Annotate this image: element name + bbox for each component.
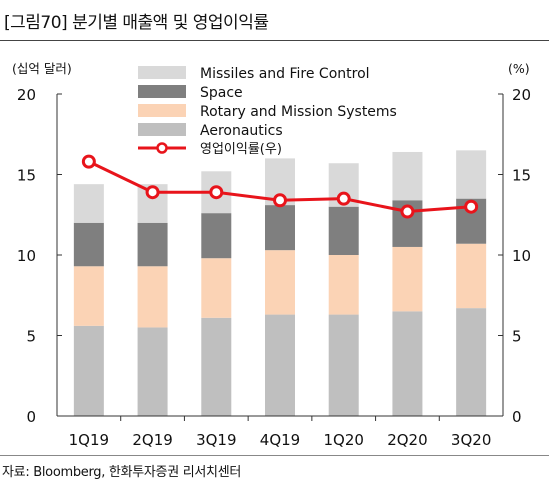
x-axis-tick-label: 1Q20 bbox=[323, 431, 363, 449]
left-axis-unit-label: (십억 달러) bbox=[12, 61, 72, 76]
bar-segment bbox=[201, 213, 232, 259]
bar-segment bbox=[201, 258, 232, 318]
bar-segment bbox=[73, 222, 104, 267]
left-axis-tick-label: 15 bbox=[17, 167, 36, 185]
legend-label: Space bbox=[200, 85, 243, 101]
bar-segment bbox=[73, 184, 104, 223]
x-axis-tick-label: 4Q19 bbox=[260, 431, 300, 449]
right-axis-tick-label: 20 bbox=[512, 86, 531, 104]
title-divider bbox=[0, 40, 549, 41]
right-axis-tick-label: 0 bbox=[512, 408, 522, 426]
bar-segment bbox=[265, 250, 295, 315]
x-axis-tick-label: 1Q19 bbox=[69, 431, 109, 449]
source-note: 자료: Bloomberg, 한화투자증권 리서치센터 bbox=[2, 465, 242, 480]
bar-segment bbox=[328, 206, 359, 255]
right-axis-tick-label: 15 bbox=[512, 167, 531, 185]
left-axis-tick-label: 20 bbox=[17, 86, 36, 104]
bar-segment bbox=[456, 308, 487, 416]
legend-line-marker bbox=[156, 142, 168, 154]
x-axis-tick-label: 2Q20 bbox=[387, 431, 427, 449]
bar-segment bbox=[265, 314, 295, 416]
operating-margin-point bbox=[273, 193, 287, 208]
left-axis-tick-label: 5 bbox=[26, 328, 36, 346]
bar-segment bbox=[73, 325, 104, 416]
operating-margin-point bbox=[145, 185, 160, 200]
bar-segment bbox=[392, 246, 423, 312]
bar-segment bbox=[201, 317, 232, 416]
bar-segment bbox=[137, 266, 168, 328]
legend-label: Missiles and Fire Control bbox=[200, 66, 370, 82]
operating-margin-point bbox=[464, 199, 479, 214]
bar-segment bbox=[137, 222, 168, 267]
bar-segment bbox=[456, 243, 487, 309]
bar-segment bbox=[392, 151, 423, 201]
chart-title: [그림70] 분기별 매출액 및 영업이익률 bbox=[4, 13, 269, 33]
operating-margin-point bbox=[400, 204, 415, 219]
bar-segment bbox=[73, 266, 104, 326]
right-axis-unit-label: (%) bbox=[508, 61, 530, 76]
bar-segment bbox=[328, 255, 359, 315]
right-axis-tick-label: 5 bbox=[512, 328, 522, 346]
bar-segment bbox=[456, 150, 487, 199]
operating-margin-point bbox=[336, 191, 351, 206]
legend-swatch bbox=[138, 66, 186, 79]
legend-swatch bbox=[138, 85, 186, 98]
legend-swatch bbox=[138, 123, 186, 136]
legend-label: Rotary and Mission Systems bbox=[200, 104, 397, 120]
operating-margin-point bbox=[209, 185, 224, 200]
x-axis-tick-label: 3Q20 bbox=[451, 431, 491, 449]
legend-label: 영업이익률(우) bbox=[200, 142, 282, 157]
bar-segment bbox=[137, 327, 168, 416]
legend-label: Aeronautics bbox=[200, 123, 283, 139]
bar-segment bbox=[392, 311, 423, 416]
left-axis-tick-label: 10 bbox=[17, 247, 36, 265]
left-axis-tick-label: 0 bbox=[26, 408, 36, 426]
bar-segment bbox=[265, 205, 295, 251]
legend-swatch bbox=[138, 104, 186, 117]
source-divider bbox=[0, 455, 549, 456]
bar-segment bbox=[328, 314, 359, 416]
x-axis-tick-label: 3Q19 bbox=[196, 431, 236, 449]
right-axis-tick-label: 10 bbox=[512, 247, 531, 265]
operating-margin-point bbox=[81, 154, 96, 169]
x-axis-tick-label: 2Q19 bbox=[132, 431, 172, 449]
